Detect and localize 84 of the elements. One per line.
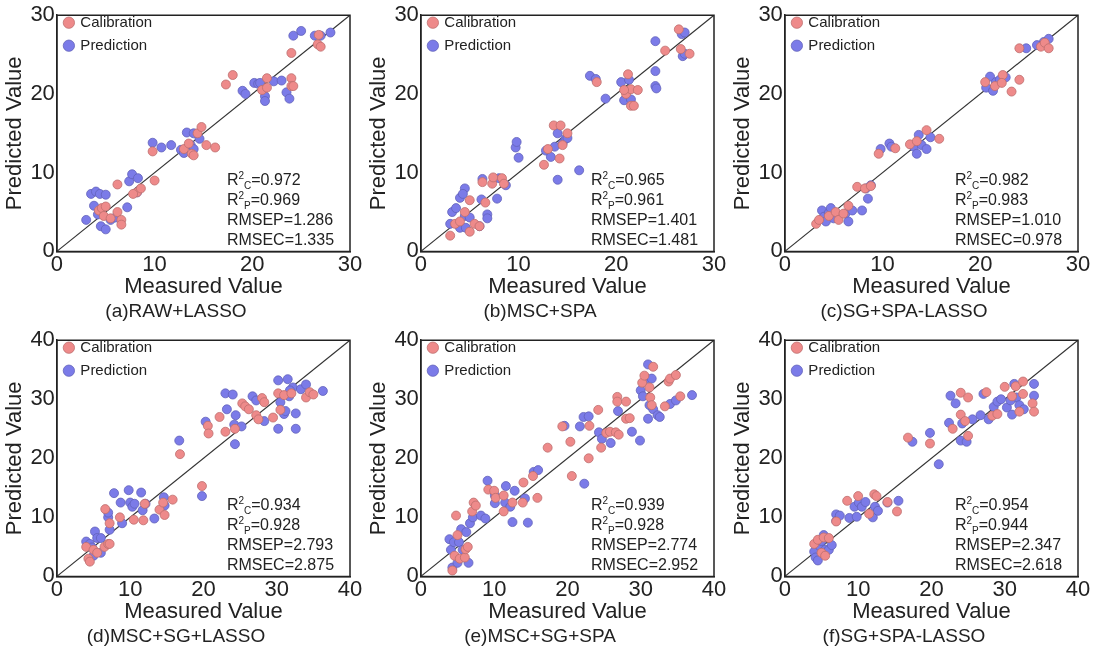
y-tick-label: 20: [394, 444, 419, 470]
text: (c)SG+SPA-LASSO: [820, 299, 988, 321]
x-tick-label: 30: [992, 575, 1017, 601]
annotation: RMSEC=2.875: [226, 556, 335, 574]
x-axis-title: Measured Value: [488, 273, 647, 299]
annotation: RMSEC=0.978: [954, 231, 1063, 249]
text: (d)MSC+SG+LASSO: [86, 624, 266, 646]
y-tick-label: 30: [394, 385, 419, 411]
x-tick-label: 20: [191, 575, 216, 601]
legend-label: Calibration: [808, 12, 881, 30]
text: (f)SG+SPA-LASSO: [822, 624, 986, 646]
x-tick-label: 10: [870, 250, 895, 276]
y-axis-title: Predicted Value: [1, 381, 27, 536]
legend-label: Prediction: [444, 35, 512, 53]
legend-label: Prediction: [80, 360, 148, 378]
y-tick-label: 30: [30, 1, 55, 27]
legend-label: Prediction: [808, 35, 876, 53]
x-tick-label: 10: [142, 250, 167, 276]
x-tick-label: 30: [337, 250, 363, 276]
y-tick-label: 20: [30, 444, 55, 470]
y-tick-label: 10: [394, 158, 419, 184]
x-tick-label: 10: [117, 575, 143, 601]
x-tick-label: 30: [701, 250, 727, 276]
annotation: RMSEC=2.952: [590, 556, 699, 574]
y-tick-label: 40: [30, 326, 55, 352]
y-tick-label: 10: [30, 503, 55, 529]
annotation: RMSEP=1.286: [226, 211, 334, 229]
y-tick-label: 10: [30, 158, 55, 184]
y-tick-label: 40: [394, 326, 419, 352]
legend-label: Calibration: [80, 337, 153, 355]
x-axis-title: Measured Value: [852, 598, 1011, 624]
x-tick-label: 20: [604, 250, 629, 276]
y-tick-label: 20: [394, 80, 419, 105]
y-tick-label: 40: [758, 326, 783, 352]
x-tick-label: 30: [264, 575, 289, 601]
x-tick-label: 40: [1065, 575, 1091, 601]
legend-label: Calibration: [808, 337, 881, 355]
y-tick-label: 20: [758, 80, 783, 105]
annotation: RMSEP=2.774: [590, 536, 698, 554]
legend-label: Prediction: [80, 35, 148, 53]
annotation: RMSEP=1.010: [954, 211, 1062, 229]
x-tick-label: 30: [628, 575, 653, 601]
x-tick-label: 10: [506, 250, 531, 276]
x-tick-label: 20: [919, 575, 944, 601]
y-axis-title: Predicted Value: [365, 56, 391, 211]
y-tick-label: 20: [758, 444, 783, 470]
legend-label: Prediction: [808, 360, 876, 378]
legend-label: Calibration: [80, 12, 153, 30]
text: (e)MSC+SG+SPA: [464, 624, 617, 646]
legend-label: Calibration: [444, 12, 517, 30]
annotation: RMSEP=2.347: [954, 536, 1062, 554]
y-axis-title: Predicted Value: [365, 381, 391, 536]
x-axis-title: Measured Value: [124, 273, 283, 299]
y-tick-label: 30: [394, 1, 419, 27]
y-tick-label: 10: [758, 158, 783, 184]
annotation: RMSEC=1.481: [590, 231, 699, 249]
text: (a)RAW+LASSO: [105, 299, 247, 321]
text: (b)MSC+SPA: [483, 299, 597, 321]
x-tick-label: 40: [337, 575, 363, 601]
x-tick-label: 40: [701, 575, 727, 601]
annotation: RMSEC=1.335: [226, 231, 335, 249]
x-tick-label: 20: [968, 250, 993, 276]
x-tick-label: 20: [555, 575, 580, 601]
x-axis-title: Measured Value: [488, 598, 647, 624]
annotation: RMSEC=2.618: [954, 556, 1063, 574]
x-axis-title: Measured Value: [124, 598, 283, 624]
annotation: RMSEP=1.401: [590, 211, 698, 229]
y-axis-title: Predicted Value: [729, 56, 755, 211]
y-tick-label: 30: [30, 385, 55, 411]
x-axis-title: Measured Value: [852, 273, 1011, 299]
annotation: RMSEP=2.793: [226, 536, 334, 554]
y-axis-title: Predicted Value: [1, 56, 27, 211]
y-tick-label: 30: [758, 1, 783, 27]
y-axis-title: Predicted Value: [729, 381, 755, 536]
x-tick-label: 10: [481, 575, 507, 601]
x-tick-label: 10: [845, 575, 871, 601]
legend-label: Prediction: [444, 360, 512, 378]
x-tick-label: 20: [240, 250, 265, 276]
y-tick-label: 30: [758, 385, 783, 411]
y-tick-label: 20: [30, 80, 55, 105]
x-tick-label: 30: [1065, 250, 1091, 276]
y-tick-label: 10: [394, 503, 419, 529]
legend-label: Calibration: [444, 337, 517, 355]
y-tick-label: 10: [758, 503, 783, 529]
